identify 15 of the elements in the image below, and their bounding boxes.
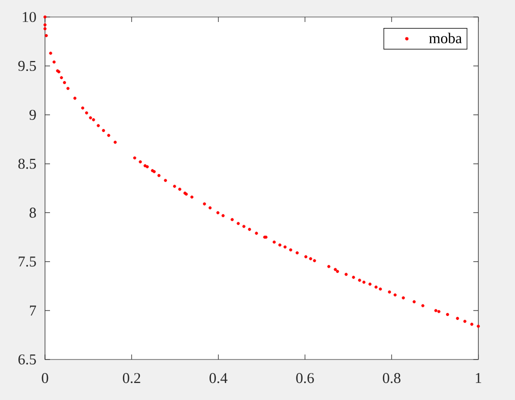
y-tick-label: 8.5 (18, 158, 36, 169)
y-tick-label: 10 (22, 12, 36, 22)
legend-label: moba (429, 32, 462, 44)
y-tick-label: 7 (30, 306, 36, 316)
y-tick-label: 9 (29, 110, 36, 120)
x-tick-label: 0.2 (122, 373, 140, 384)
y-tick-label: 9.5 (18, 60, 36, 71)
x-tick-label: 0.6 (296, 373, 314, 384)
x-tick-label: 0.4 (210, 373, 228, 384)
y-tick-label: 7.5 (18, 256, 36, 267)
y-tick-label: 6.5 (18, 354, 36, 365)
x-tick-label: 0.8 (382, 373, 400, 384)
x-tick-label: 1 (476, 373, 482, 383)
y-tick-label: 8 (30, 208, 36, 218)
x-tick-label: 0 (42, 373, 48, 384)
